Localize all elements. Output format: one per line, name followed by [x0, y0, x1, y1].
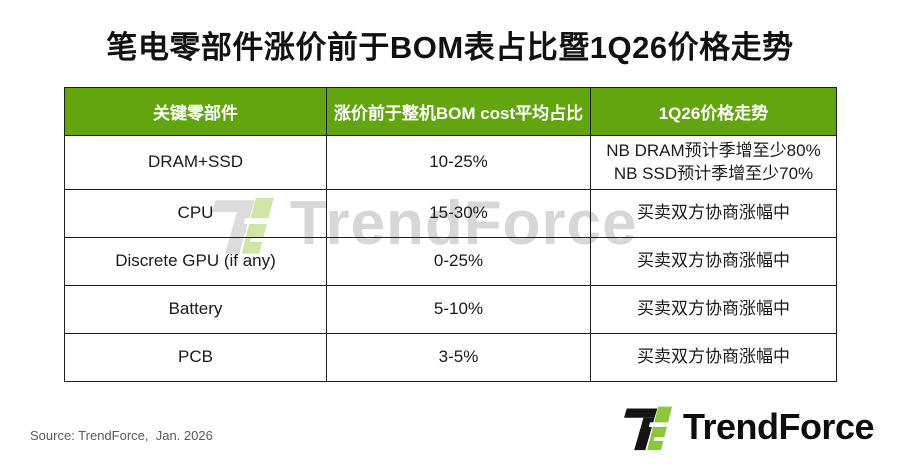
price-trend-table: 关键零部件 涨价前于整机BOM cost平均占比 1Q26价格走势 DRAM+SSD… [64, 87, 837, 382]
cell-line: 买卖双方协商涨幅中 [637, 203, 790, 223]
trendforce-logo: TrendForce [623, 402, 875, 452]
cell-line: CPU [177, 203, 214, 223]
column-header: 关键零部件 [64, 87, 327, 136]
cell-line: PCB [178, 347, 213, 367]
column-header: 涨价前于整机BOM cost平均占比 [326, 87, 591, 136]
cell-line: 买卖双方协商涨幅中 [637, 347, 790, 367]
table-row: PCB 3-5% 买卖双方协商涨幅中 [64, 333, 837, 382]
bom-share-cell: 10-25% [326, 135, 591, 190]
cell-line: 0-25% [433, 251, 484, 271]
price-trend-cell: 买卖双方协商涨幅中 [590, 285, 837, 334]
table-row: DRAM+SSD 10-25% NB DRAM预计季增至少80% NB SSD预计季增… [64, 135, 837, 190]
cell-line: Battery [168, 299, 223, 319]
price-trend-cell: 买卖双方协商涨幅中 [590, 237, 837, 286]
cell-line: 3-5% [438, 347, 479, 367]
price-trend-cell: NB DRAM预计季增至少80% NB SSD预计季增至少70% [590, 135, 837, 190]
component-cell: Battery [64, 285, 327, 334]
cell-line: 买卖双方协商涨幅中 [637, 251, 790, 271]
component-cell: Discrete GPU (if any) [64, 237, 327, 286]
cell-line: 买卖双方协商涨幅中 [637, 299, 790, 319]
trendforce-logo-text: TrendForce [682, 406, 875, 447]
column-header: 1Q26价格走势 [590, 87, 837, 136]
price-trend-cell: 买卖双方协商涨幅中 [590, 333, 837, 382]
component-price-table: 关键零部件 涨价前于整机BOM cost平均占比 1Q26价格走势 DRAM+SSD… [64, 87, 837, 382]
bom-share-cell: 0-25% [326, 237, 591, 286]
cell-line: 10-25% [429, 152, 488, 172]
component-cell: DRAM+SSD [64, 135, 327, 190]
cell-line: NB DRAM预计季增至少80% [606, 140, 821, 160]
bom-share-cell: 5-10% [326, 285, 591, 334]
cell-line: 15-30% [429, 203, 488, 223]
source-note: Source: TrendForce, Jan. 2026 [30, 428, 213, 443]
price-trend-cell: 买卖双方协商涨幅中 [590, 189, 837, 238]
trendforce-logo-icon [623, 406, 673, 451]
table-body: DRAM+SSD 10-25% NB DRAM预计季增至少80% NB SSD预计季增… [64, 135, 837, 382]
page-title: 笔电零部件涨价前于BOM表占比暨1Q26价格走势 [106, 30, 794, 65]
table-row: Battery 5-10% 买卖双方协商涨幅中 [64, 285, 837, 334]
bom-share-cell: 15-30% [326, 189, 591, 238]
bom-share-cell: 3-5% [326, 333, 591, 382]
cell-line: DRAM+SSD [148, 152, 243, 172]
component-cell: PCB [64, 333, 327, 382]
component-cell: CPU [64, 189, 327, 238]
cell-line: 5-10% [433, 299, 484, 319]
table-row: CPU 15-30% 买卖双方协商涨幅中 [64, 189, 837, 238]
table-header-row: 关键零部件 涨价前于整机BOM cost平均占比 1Q26价格走势 [64, 87, 837, 136]
cell-line: NB SSD预计季增至少70% [613, 163, 814, 183]
cell-line: Discrete GPU (if any) [115, 251, 276, 271]
table-row: Discrete GPU (if any) 0-25% 买卖双方协商涨幅中 [64, 237, 837, 286]
